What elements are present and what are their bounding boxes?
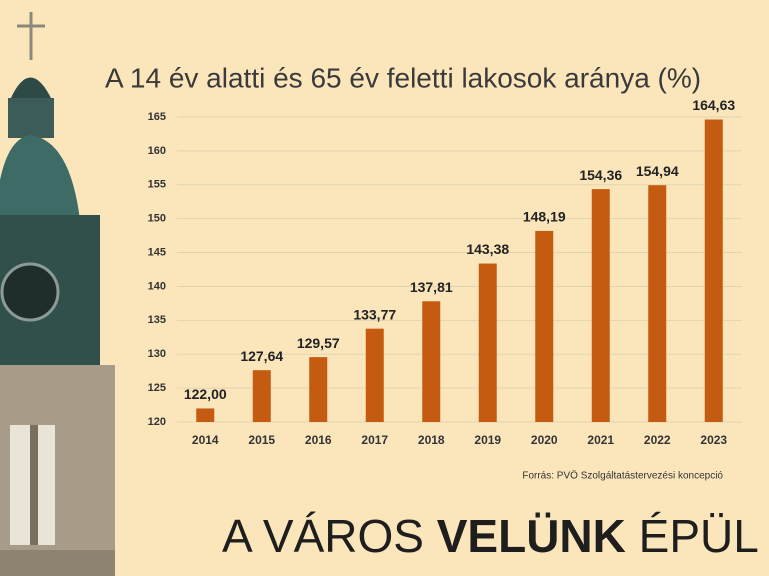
footer-part: ÉPÜL [639, 510, 759, 562]
value-label: 122,00 [184, 386, 227, 402]
value-label: 127,64 [240, 348, 283, 364]
y-tick-label: 135 [148, 314, 166, 326]
x-tick-label: 2018 [418, 433, 445, 447]
bar [535, 230, 554, 422]
bar [309, 357, 328, 422]
value-label: 129,57 [297, 335, 340, 351]
bar [478, 263, 497, 422]
value-label: 143,38 [466, 241, 509, 257]
y-tick-label: 150 [148, 213, 166, 225]
y-tick-label: 160 [148, 145, 166, 157]
value-label: 148,19 [523, 209, 566, 225]
y-tick-label: 165 [148, 111, 166, 123]
bar [365, 328, 384, 422]
footer-part: A VÁROS [222, 510, 424, 562]
bar [252, 370, 271, 422]
bar [704, 119, 723, 422]
chart-title: A 14 év alatti és 65 év feletti lakosok … [105, 62, 701, 93]
value-label: 154,36 [579, 167, 622, 183]
x-tick-label: 2022 [644, 433, 671, 447]
value-label: 164,63 [692, 97, 735, 113]
x-tick-label: 2019 [474, 433, 501, 447]
value-label: 154,94 [636, 163, 679, 179]
footer-slogan: A VÁROS VELÜNK ÉPÜL [222, 510, 759, 562]
bar [648, 185, 667, 422]
y-tick-label: 125 [148, 382, 166, 394]
source-note: Forrás: PVÖ Szolgáltatástervezési koncep… [522, 470, 723, 482]
x-tick-label: 2020 [531, 433, 558, 447]
y-tick-label: 140 [148, 280, 166, 292]
y-tick-label: 130 [148, 348, 166, 360]
value-label: 137,81 [410, 279, 453, 295]
x-tick-label: 2023 [700, 433, 727, 447]
x-tick-label: 2014 [192, 433, 219, 447]
x-tick-label: 2021 [587, 433, 614, 447]
x-tick-label: 2016 [305, 433, 332, 447]
footer-part: VELÜNK [437, 510, 626, 562]
bar [422, 301, 441, 422]
x-tick-label: 2015 [248, 433, 275, 447]
bar [196, 408, 215, 422]
bar [591, 189, 610, 422]
y-tick-label: 120 [148, 416, 166, 428]
x-tick-label: 2017 [361, 433, 388, 447]
y-tick-label: 155 [148, 179, 166, 191]
tower-illustration [0, 12, 115, 576]
y-tick-label: 145 [148, 246, 166, 258]
value-label: 133,77 [353, 306, 396, 322]
